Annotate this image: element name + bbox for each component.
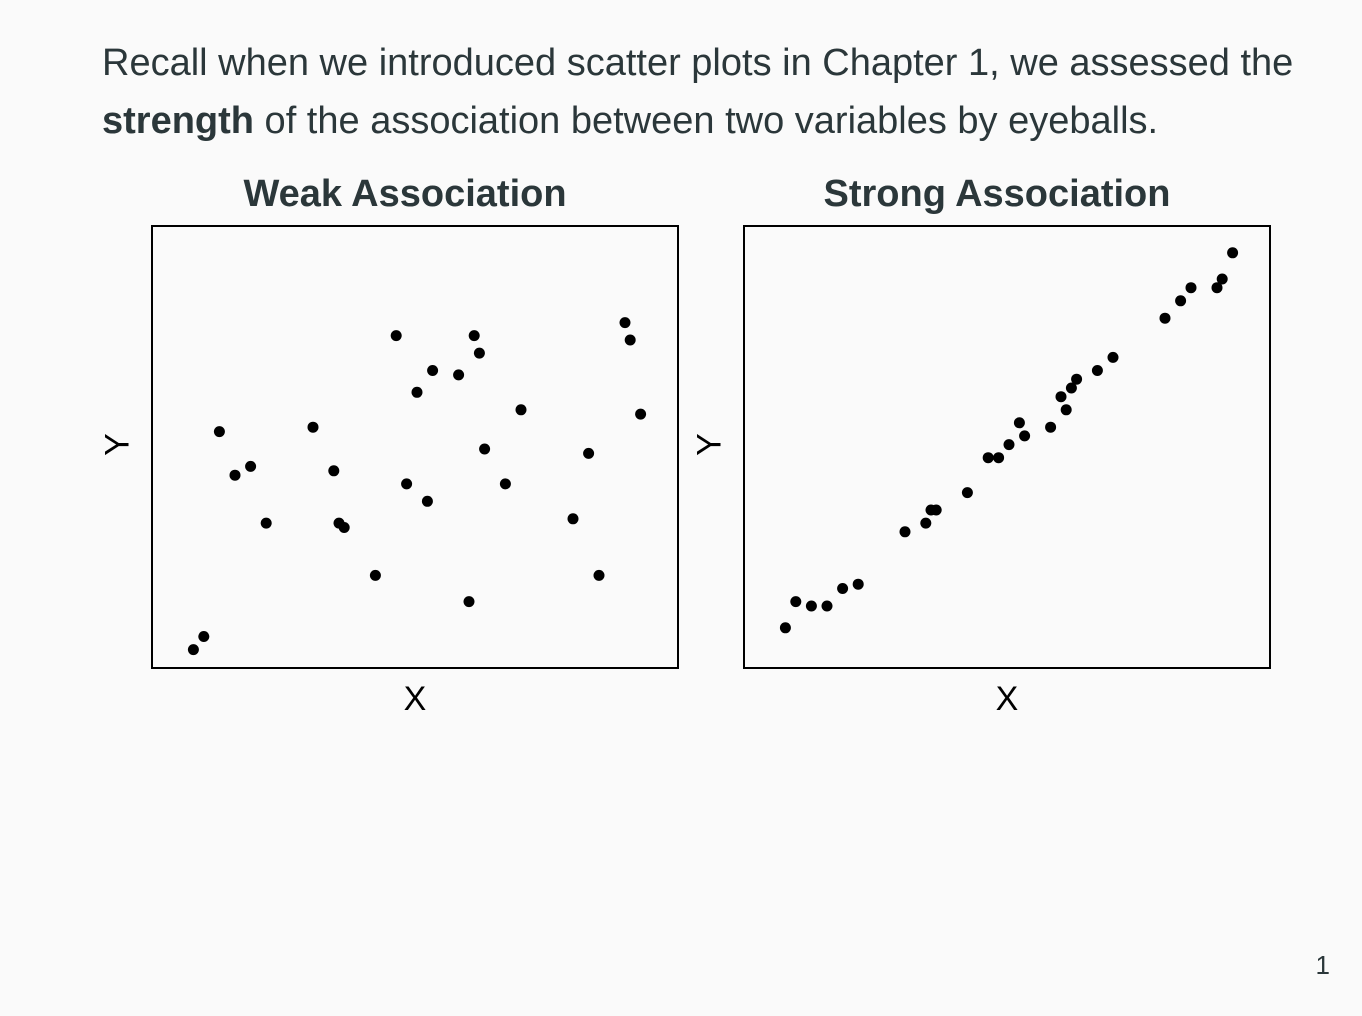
data-point (1227, 247, 1239, 259)
data-point (1071, 373, 1083, 385)
data-point (369, 569, 381, 581)
data-point (1060, 404, 1072, 416)
data-point (1159, 312, 1171, 324)
x-axis-label: X (403, 680, 427, 718)
data-point (1055, 391, 1067, 403)
data-point (837, 583, 849, 594)
data-point (468, 330, 480, 342)
data-point (515, 404, 527, 416)
data-point (198, 631, 210, 642)
data-point (307, 421, 319, 433)
plot-area (151, 225, 679, 669)
data-point (593, 569, 605, 581)
data-point (453, 369, 465, 381)
data-point (930, 504, 942, 516)
data-point (1107, 351, 1119, 363)
page-number: 1 (1315, 950, 1330, 980)
y-axis-label: Y (98, 433, 137, 456)
data-point (473, 347, 485, 359)
data-point (635, 408, 647, 420)
data-point (1216, 273, 1228, 285)
data-point (390, 330, 402, 342)
data-point (583, 447, 595, 459)
intro-text-part2: of the association between two variables… (254, 100, 1159, 142)
strong-association-chart: Strong Association X Y (691, 160, 1297, 740)
y-axis-label: Y (690, 433, 729, 456)
data-point (993, 452, 1005, 464)
data-point (463, 596, 475, 608)
data-point (229, 469, 241, 481)
data-point (499, 478, 511, 490)
data-point (852, 578, 864, 590)
data-point (328, 465, 340, 477)
data-point (1045, 421, 1057, 433)
data-point (401, 478, 413, 490)
data-point (411, 386, 423, 398)
chart-title: Strong Association (823, 173, 1171, 215)
scatter-points-weak (187, 317, 647, 656)
data-point (982, 452, 994, 464)
data-point (213, 426, 225, 438)
data-point (245, 460, 257, 472)
data-point (1065, 382, 1077, 394)
data-point (421, 495, 433, 507)
data-point (899, 526, 911, 538)
data-point (1013, 417, 1025, 429)
data-point (961, 487, 973, 499)
data-point (1091, 365, 1103, 376)
data-point (187, 644, 199, 656)
data-point (479, 443, 491, 455)
data-point (1185, 282, 1197, 294)
data-point (821, 600, 833, 612)
scatter-points-strong (779, 247, 1239, 634)
x-axis-label: X (995, 680, 1019, 718)
data-point (1211, 282, 1223, 294)
chart-title: Weak Association (243, 173, 567, 215)
data-point (427, 365, 439, 376)
intro-text: Recall when we introduced scatter plots … (102, 34, 1302, 150)
data-point (1003, 439, 1015, 451)
data-point (338, 522, 350, 533)
data-point (619, 317, 631, 329)
data-point (624, 334, 636, 346)
data-point (790, 596, 802, 608)
data-point (920, 517, 932, 529)
weak-association-chart: Weak Association X Y (99, 160, 705, 740)
plot-area (743, 225, 1271, 669)
data-point (260, 517, 272, 529)
data-point (1019, 430, 1031, 442)
data-point (779, 622, 791, 634)
data-point (567, 513, 579, 525)
intro-text-part1: Recall when we introduced scatter plots … (102, 42, 1294, 84)
data-point (805, 600, 817, 612)
data-point (1175, 295, 1187, 307)
intro-text-bold: strength (102, 100, 254, 142)
